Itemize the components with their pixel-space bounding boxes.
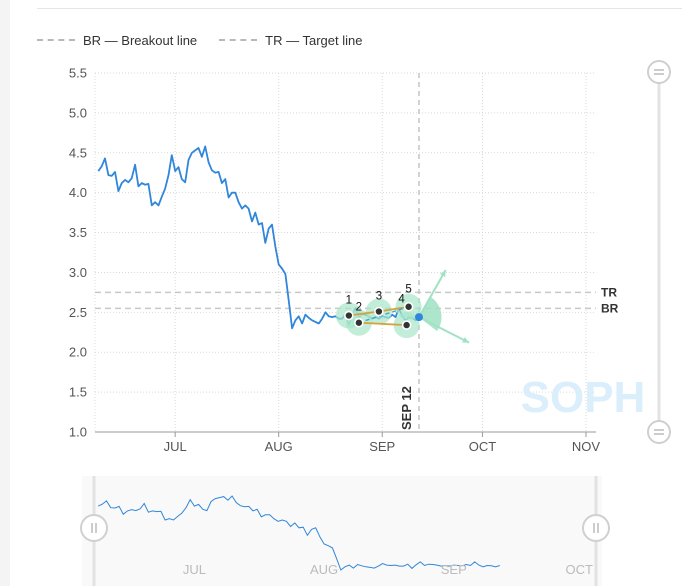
legend-item-breakout[interactable]: BR — Breakout line <box>37 33 197 48</box>
pattern-point <box>401 320 412 330</box>
handle-circle <box>80 514 108 542</box>
handle-circle <box>647 420 671 444</box>
price-line <box>97 145 420 330</box>
reference-label-br: BR <box>601 301 619 315</box>
x-tick-label: OCT <box>469 439 497 454</box>
x-tick-label: SEP <box>369 439 395 454</box>
navigator-handle-right[interactable] <box>582 514 610 542</box>
y-tick-label: 4.5 <box>69 145 87 160</box>
navigator-handle-left[interactable] <box>80 514 108 542</box>
pattern-point <box>344 310 354 321</box>
projection-down-arrowhead <box>462 337 470 343</box>
navigator-tick-label: JUL <box>183 562 206 577</box>
projection-up-line <box>418 269 447 318</box>
pattern-point-label-small: 4 <box>398 294 405 306</box>
pattern-lower-line <box>358 321 407 326</box>
legend-item-target[interactable]: TR — Target line <box>219 33 362 48</box>
x-tick-label: AUG <box>265 439 293 454</box>
y-tick-label: 4.0 <box>69 185 87 200</box>
handle-circle <box>582 514 610 542</box>
pattern-mid-line <box>358 306 409 324</box>
y-tick-label: 1.0 <box>69 425 87 440</box>
legend-target-label: TR — Target line <box>265 32 363 48</box>
y-tick-label: 3.5 <box>69 225 87 240</box>
vertical-scroll-handle-top[interactable] <box>647 60 671 84</box>
watermark-text: SOPH <box>521 373 646 422</box>
breakout-line-swatch <box>37 39 75 41</box>
y-tick-label: 3.0 <box>69 265 87 280</box>
navigator-price-line <box>97 495 500 571</box>
projection-up-arrowhead <box>439 270 446 278</box>
pattern-point-label: 3 <box>376 291 382 303</box>
pattern-point-label: 2 <box>356 302 362 314</box>
pattern-point <box>354 317 364 328</box>
vertical-scroll-handle-bottom[interactable] <box>647 420 671 444</box>
y-tick-label: 5.0 <box>69 105 87 120</box>
y-tick-label: 2.5 <box>69 305 87 320</box>
date-marker-label: SEP 12 <box>399 386 414 430</box>
x-tick-label: NOV <box>572 439 601 454</box>
projection-down-line <box>418 316 470 344</box>
projection-fan <box>418 297 442 332</box>
left-panel-edge <box>0 0 10 586</box>
pattern-point <box>403 301 414 312</box>
pattern-point-label: 5 <box>405 284 411 296</box>
target-line-swatch <box>219 39 258 41</box>
y-tick-label: 5.5 <box>69 66 87 81</box>
x-tick-label: JUL <box>164 439 187 454</box>
top-divider <box>37 8 682 9</box>
navigator-tick-label: OCT <box>566 562 594 577</box>
legend-breakout-label: BR — Breakout line <box>83 32 198 48</box>
navigator-tick-label: AUG <box>310 562 338 577</box>
handle-circle <box>647 60 671 84</box>
y-tick-label: 1.5 <box>69 385 87 400</box>
navigator-panel[interactable] <box>82 476 602 586</box>
navigator-tick-label: SEP <box>441 562 467 577</box>
price-endpoint-marker <box>414 313 423 322</box>
y-tick-label: 2.0 <box>69 345 87 360</box>
chart-legend: BR — Breakout line TR — Target line <box>37 31 362 49</box>
reference-label-tr: TR <box>601 285 617 299</box>
pattern-point <box>374 306 384 317</box>
pattern-point-label: 1 <box>346 295 352 307</box>
